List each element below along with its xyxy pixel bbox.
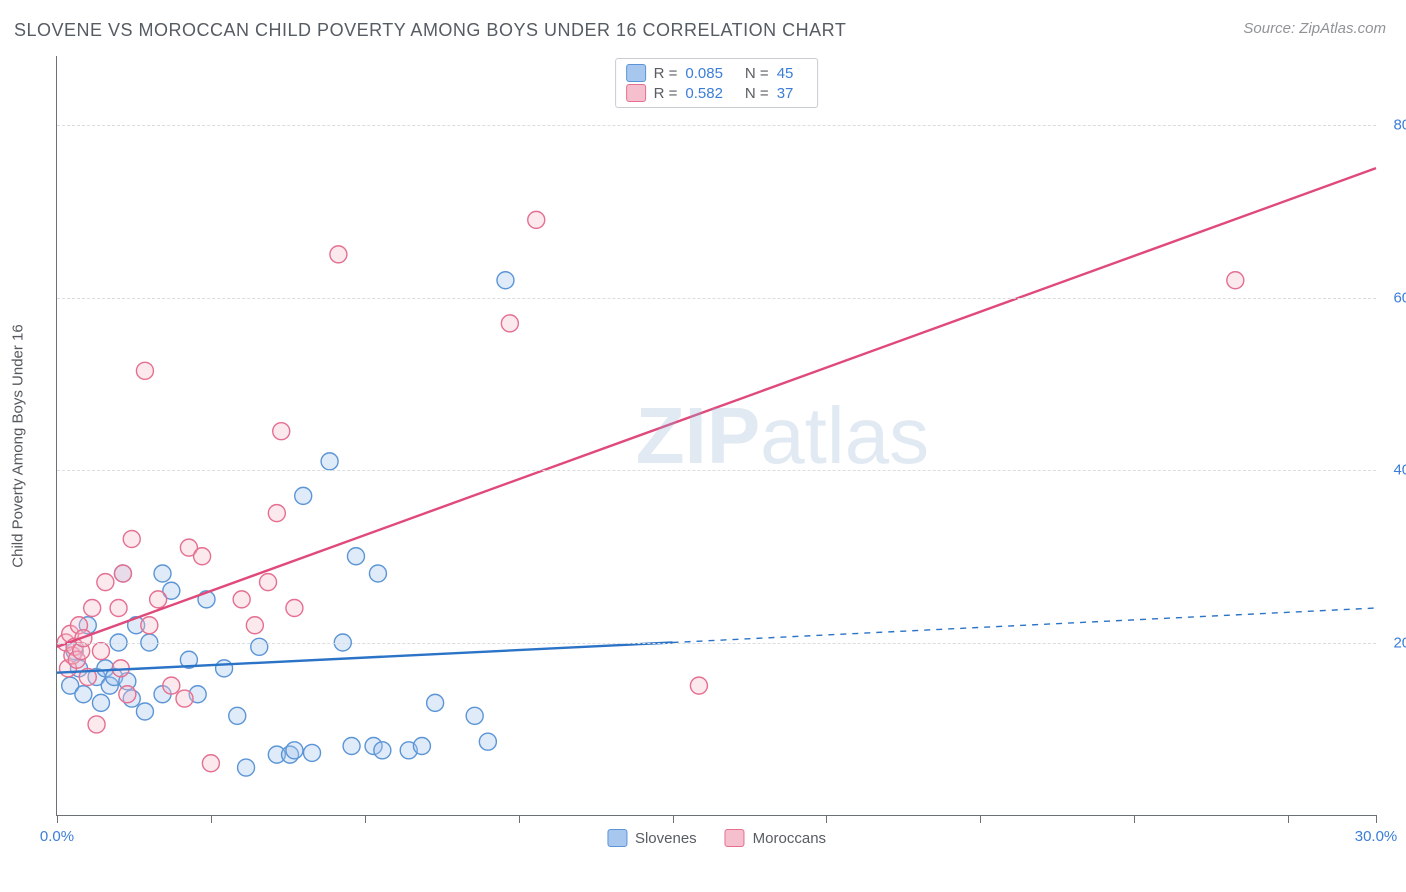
x-tick-label: 30.0% xyxy=(1355,828,1398,845)
y-tick-label: 40.0% xyxy=(1386,462,1406,479)
scatter-point xyxy=(233,591,250,608)
scatter-point xyxy=(154,565,171,582)
scatter-point xyxy=(136,362,153,379)
legend-n-value-moroccans: 37 xyxy=(777,85,794,102)
legend-swatch-moroccans xyxy=(626,84,646,102)
legend-label-slovenes: Slovenes xyxy=(635,830,697,847)
legend-row-slovenes: R = 0.085 N = 45 xyxy=(626,63,808,83)
scatter-point xyxy=(246,617,263,634)
scatter-point xyxy=(88,716,105,733)
x-tick xyxy=(211,815,212,823)
scatter-point xyxy=(251,638,268,655)
scatter-point xyxy=(216,660,233,677)
chart-svg xyxy=(57,56,1376,815)
scatter-point xyxy=(374,742,391,759)
legend-item-slovenes: Slovenes xyxy=(607,829,697,847)
legend-r-label: R = xyxy=(654,65,678,82)
x-tick xyxy=(980,815,981,823)
scatter-point xyxy=(92,694,109,711)
chart-source: Source: ZipAtlas.com xyxy=(1243,20,1386,37)
trend-line-extrapolated xyxy=(673,608,1376,643)
legend-n-label: N = xyxy=(745,85,769,102)
gridline xyxy=(57,643,1376,644)
y-tick-label: 20.0% xyxy=(1386,634,1406,651)
scatter-point xyxy=(194,548,211,565)
legend-r-value-moroccans: 0.582 xyxy=(685,85,723,102)
chart-header: SLOVENE VS MOROCCAN CHILD POVERTY AMONG … xyxy=(14,20,1386,41)
scatter-point xyxy=(260,574,277,591)
source-name: ZipAtlas.com xyxy=(1299,20,1386,37)
legend-n-value-slovenes: 45 xyxy=(777,65,794,82)
y-tick-label: 80.0% xyxy=(1386,117,1406,134)
legend-swatch-slovenes-2 xyxy=(607,829,627,847)
legend-item-moroccans: Moroccans xyxy=(725,829,826,847)
gridline xyxy=(57,125,1376,126)
scatter-point xyxy=(238,759,255,776)
scatter-point xyxy=(123,531,140,548)
scatter-point xyxy=(176,690,193,707)
scatter-point xyxy=(528,211,545,228)
scatter-point xyxy=(466,707,483,724)
gridline xyxy=(57,470,1376,471)
scatter-point xyxy=(136,703,153,720)
chart-title: SLOVENE VS MOROCCAN CHILD POVERTY AMONG … xyxy=(14,20,846,41)
scatter-point xyxy=(286,600,303,617)
x-tick xyxy=(1288,815,1289,823)
scatter-point xyxy=(92,643,109,660)
x-tick xyxy=(673,815,674,823)
source-label: Source: xyxy=(1243,20,1299,37)
scatter-point xyxy=(497,272,514,289)
legend-n-label: N = xyxy=(745,65,769,82)
scatter-point xyxy=(1227,272,1244,289)
y-axis-title: Child Poverty Among Boys Under 16 xyxy=(10,324,27,567)
scatter-point xyxy=(119,686,136,703)
legend-swatch-moroccans-2 xyxy=(725,829,745,847)
y-tick-label: 60.0% xyxy=(1386,289,1406,306)
scatter-point xyxy=(229,707,246,724)
x-tick xyxy=(826,815,827,823)
scatter-point xyxy=(321,453,338,470)
legend-row-moroccans: R = 0.582 N = 37 xyxy=(626,83,808,103)
scatter-point xyxy=(141,617,158,634)
scatter-point xyxy=(273,423,290,440)
scatter-point xyxy=(75,686,92,703)
scatter-point xyxy=(304,744,321,761)
scatter-point xyxy=(479,733,496,750)
trend-line xyxy=(57,168,1376,647)
scatter-point xyxy=(347,548,364,565)
legend-r-label: R = xyxy=(654,85,678,102)
scatter-point xyxy=(114,565,131,582)
legend-swatch-slovenes xyxy=(626,64,646,82)
x-tick xyxy=(519,815,520,823)
x-tick xyxy=(365,815,366,823)
scatter-point xyxy=(501,315,518,332)
scatter-point xyxy=(150,591,167,608)
scatter-point xyxy=(413,738,430,755)
scatter-point xyxy=(343,738,360,755)
scatter-point xyxy=(110,600,127,617)
legend-label-moroccans: Moroccans xyxy=(753,830,826,847)
scatter-point xyxy=(97,574,114,591)
x-tick xyxy=(57,815,58,823)
scatter-point xyxy=(427,694,444,711)
scatter-point xyxy=(268,505,285,522)
correlation-legend: R = 0.085 N = 45 R = 0.582 N = 37 xyxy=(615,58,819,108)
scatter-point xyxy=(295,487,312,504)
gridline xyxy=(57,298,1376,299)
scatter-point xyxy=(690,677,707,694)
scatter-point xyxy=(163,677,180,694)
x-tick-label: 0.0% xyxy=(40,828,74,845)
scatter-point xyxy=(286,742,303,759)
plot-area: ZIPatlas R = 0.085 N = 45 R = 0.582 N = … xyxy=(56,56,1376,816)
x-tick xyxy=(1134,815,1135,823)
legend-r-value-slovenes: 0.085 xyxy=(685,65,723,82)
series-legend: Slovenes Moroccans xyxy=(607,829,826,847)
scatter-point xyxy=(369,565,386,582)
x-tick xyxy=(1376,815,1377,823)
scatter-point xyxy=(330,246,347,263)
scatter-point xyxy=(84,600,101,617)
scatter-point xyxy=(202,755,219,772)
